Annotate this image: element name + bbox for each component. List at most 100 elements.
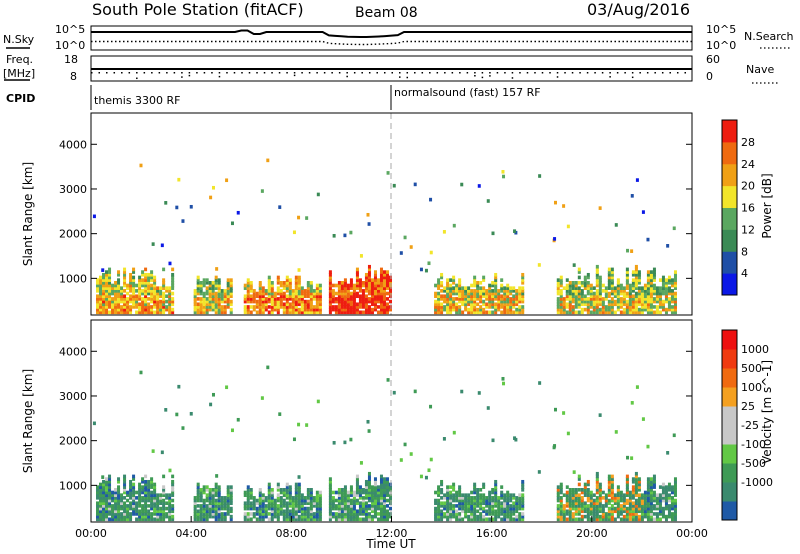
power-cell [364,278,368,282]
power-cell [595,299,599,304]
velocity-cell [147,493,151,497]
power-cell [126,305,130,309]
power-cell [171,283,175,288]
velocity-cell [129,504,133,508]
power-cell [249,305,253,309]
power-cell [211,297,215,301]
power-cell [429,250,433,255]
power-cell [340,281,344,285]
velocity-cell [583,485,587,489]
velocity-cell [625,501,629,506]
power-cell [673,278,677,282]
velocity-cell [595,471,599,476]
velocity-cell [446,493,450,497]
velocity-cell [249,488,253,492]
power-cell [99,275,103,280]
velocity-cell [255,506,259,511]
power-cell [214,291,218,296]
nave-dot [211,72,213,74]
velocity-cell [117,517,121,522]
power-cell [270,294,274,299]
velocity-cell [144,482,148,487]
power-cell [211,302,215,307]
velocity-cell [388,501,392,506]
velocity-cell [217,485,221,489]
colorbar-tick-label: 12 [741,223,755,236]
velocity-cell [285,482,289,487]
velocity-cell [120,493,124,497]
velocity-cell [279,501,283,506]
velocity-cell [264,504,268,508]
power-cell [437,310,441,315]
power-cell [613,302,617,307]
velocity-cell [446,509,450,514]
power-cell [331,299,335,304]
power-cell [518,294,522,299]
velocity-cell [538,381,542,385]
power-cell [646,294,650,299]
velocity-cell [607,512,611,516]
power-cell [364,307,368,312]
power-cell [607,270,611,274]
power-cell [649,297,653,301]
power-cell [300,294,304,299]
velocity-cell [230,428,234,433]
velocity-cell [214,512,218,516]
power-cell [328,291,332,296]
velocity-cell [123,506,127,511]
power-cell [147,302,151,307]
power-cell [150,286,154,290]
power-cell [446,281,450,285]
power-cell [512,297,516,301]
velocity-cell [637,501,641,506]
velocity-cell [518,506,522,511]
velocity-cell [571,506,575,511]
velocity-cell [580,496,584,500]
power-cell [637,278,641,282]
velocity-cell [461,496,465,500]
velocity-cell [577,512,581,516]
velocity-cell [267,504,271,508]
velocity-cell [328,482,332,487]
power-cell [595,297,599,301]
power-cell [147,307,151,312]
power-cell [577,270,581,274]
velocity-cell [156,496,160,500]
power-cell [628,289,632,293]
velocity-cell [282,498,286,503]
nave-dot [353,72,356,74]
velocity-cell [637,488,641,492]
velocity-cell [334,490,338,495]
power-cell [205,299,209,304]
power-cell [226,281,230,285]
power-cell [506,289,510,293]
power-cell [571,281,575,285]
power-cell [255,291,259,296]
power-cell [312,305,316,309]
power-cell [580,297,584,301]
power-cell [658,278,662,282]
velocity-cell [150,496,154,500]
nave-dot [391,72,393,74]
power-cell [494,310,498,315]
velocity-cell [211,496,215,500]
velocity-cell [568,496,572,500]
power-cell [486,199,490,203]
power-cell [138,283,142,288]
nave-dot [151,72,153,74]
power-cell [640,305,644,309]
power-cell [340,283,344,288]
velocity-cell [673,493,677,497]
velocity-cell [208,512,212,516]
velocity-cell [515,504,519,508]
velocity-cell [568,498,572,503]
power-cell [631,307,635,312]
power-cell [276,299,280,304]
power-cell [443,305,447,309]
noise-right-tick-top: 10^5 [706,23,736,36]
velocity-cell [267,482,271,487]
velocity-cell [337,493,341,497]
velocity-cell [485,496,489,500]
power-cell [565,302,569,307]
power-cell [343,305,347,309]
